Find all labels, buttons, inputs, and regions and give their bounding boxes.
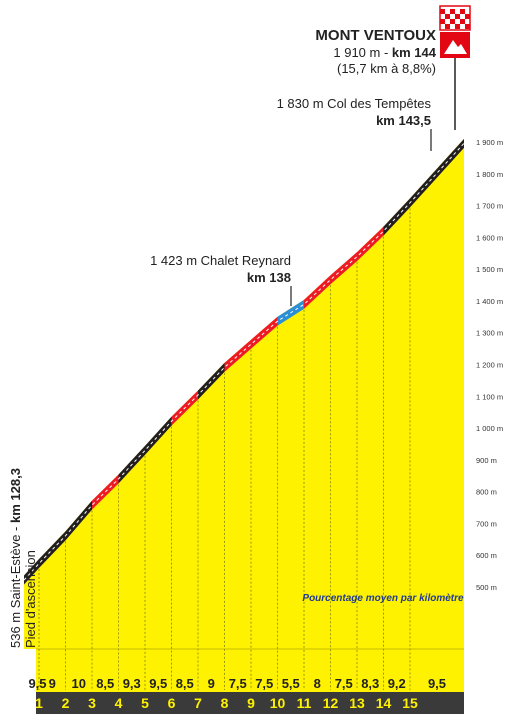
gradient-segment: [92, 474, 119, 510]
profile-front-face: [36, 649, 464, 692]
gradient-segment: [24, 559, 39, 585]
km-label: 4: [115, 695, 123, 711]
km-label: 7: [194, 695, 202, 711]
gradient-segment: [145, 416, 172, 455]
altitude-tick-label: 800 m: [476, 488, 497, 497]
altitude-tick-label: 500 m: [476, 583, 497, 592]
km-label: 11: [297, 695, 312, 711]
altitude-tick-label: 1 100 m: [476, 392, 503, 401]
gradient-segment: [330, 252, 357, 285]
altitude-tick-label: 1 200 m: [476, 361, 503, 370]
gradient-label: 8,5: [96, 676, 114, 691]
summit-climb-info: (15,7 km à 8,8%): [337, 61, 436, 76]
gradient-segment: [251, 316, 278, 349]
profile-area: [24, 138, 464, 650]
gradient-label: 8: [314, 676, 321, 691]
altitude-tick-label: 1 800 m: [476, 170, 503, 179]
gradient-label: 9,5: [428, 676, 446, 691]
chalet-km: km 138: [247, 270, 291, 285]
altitude-tick-label: 1 600 m: [476, 233, 503, 242]
gradient-label: 9,5: [28, 676, 46, 691]
gradient-label: 9,5: [149, 676, 167, 691]
km-label: 14: [376, 695, 392, 711]
altitude-tick-label: 900 m: [476, 456, 497, 465]
gradient-label: 7,5: [255, 676, 273, 691]
chalet-altitude-name: 1 423 m Chalet Reynard: [150, 253, 291, 268]
gradient-segment: [39, 531, 66, 569]
altitude-tick-label: 1 400 m: [476, 297, 503, 306]
gradient-segment: [304, 275, 331, 309]
gradient-label: 9: [208, 676, 215, 691]
km-label: 12: [323, 695, 339, 711]
km-label: 2: [62, 695, 70, 711]
km-label: 13: [349, 695, 365, 711]
col-km: km 143,5: [376, 113, 431, 128]
gradient-label: 7,5: [335, 676, 353, 691]
gradient-segment: [410, 138, 464, 208]
gradient-label: 8,3: [361, 676, 379, 691]
gradient-label: 10: [72, 676, 86, 691]
col-altitude-name: 1 830 m Col des Tempêtes: [277, 96, 432, 111]
gradient-label: 9,2: [388, 676, 406, 691]
km-label: 6: [168, 695, 176, 711]
gradient-segment: [357, 226, 384, 262]
gradient-label: 7,5: [229, 676, 247, 691]
gradient-segment: [224, 339, 251, 372]
altitude-tick-label: 1 700 m: [476, 202, 503, 211]
km-label: 8: [221, 695, 229, 711]
summit-altitude: 1 910 m - km 144: [333, 45, 436, 60]
gradient-label: 8,5: [176, 676, 194, 691]
mountain-flag-icon: [440, 32, 470, 58]
altitude-tick-label: 600 m: [476, 551, 497, 560]
finish-flag-icon: [439, 5, 471, 31]
km-label: 5: [141, 695, 149, 711]
per-km-caption: Pourcentage moyen par kilomètre: [302, 593, 464, 604]
gradient-segment: [383, 198, 410, 236]
altitude-tick-label: 1 300 m: [476, 329, 503, 338]
km-label: 9: [247, 695, 255, 711]
km-label: 10: [270, 695, 286, 711]
gradient-segment: [198, 362, 225, 400]
profile-base-bar: [36, 692, 464, 714]
start-altitude-name: 536 m Saint-Estève - km 128,3: [8, 468, 23, 648]
gradient-label: 9,3: [123, 676, 141, 691]
altitude-tick-label: 1 500 m: [476, 265, 503, 274]
km-label: 3: [88, 695, 96, 711]
km-label: 1: [35, 695, 43, 711]
summit-name: MONT VENTOUX: [315, 27, 436, 44]
altitude-tick-label: 1 000 m: [476, 424, 503, 433]
start-subtitle: Pied d'ascension: [23, 550, 38, 648]
gradient-label: 5,5: [282, 676, 300, 691]
altitude-tick-label: 700 m: [476, 519, 497, 528]
km-label: 15: [402, 695, 418, 711]
gradient-label: 9: [49, 676, 56, 691]
altitude-tick-label: 1 900 m: [476, 138, 503, 147]
